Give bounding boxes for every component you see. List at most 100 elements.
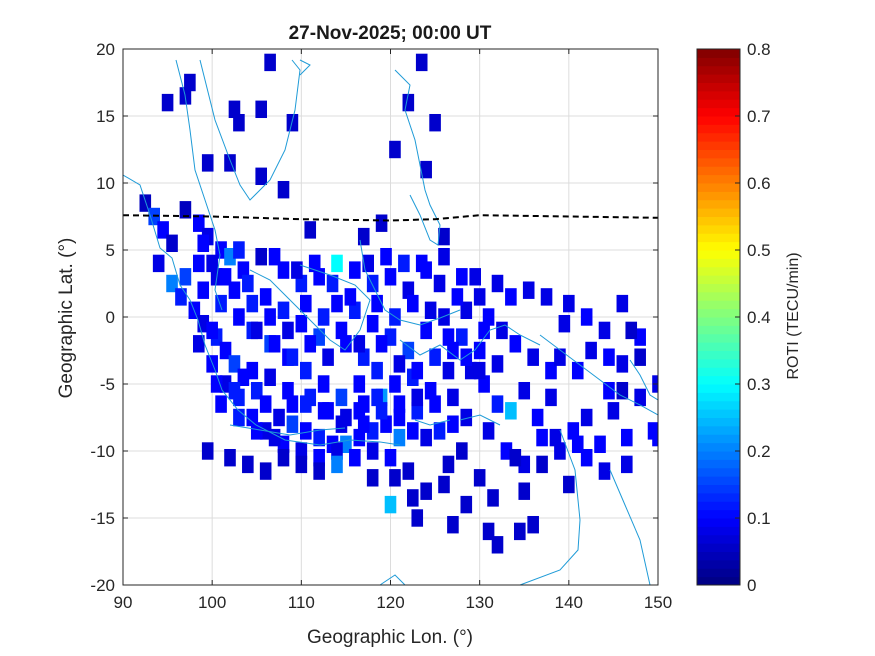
roti-cell (433, 274, 446, 293)
roti-cell (522, 281, 535, 299)
roti-cell (620, 428, 633, 447)
colorbar-segment (697, 576, 740, 586)
y-tick-label: -10 (90, 442, 115, 461)
roti-cell (304, 221, 317, 239)
roti-cell (567, 422, 580, 440)
colorbar-segment (697, 409, 740, 418)
roti-cell (201, 154, 214, 172)
colorbar-segment (697, 132, 740, 142)
roti-cell (215, 241, 227, 259)
roti-cell (424, 381, 437, 400)
colorbar-tick-label: 0.8 (747, 40, 771, 59)
roti-cell (491, 536, 504, 554)
y-tick-label: -5 (100, 375, 115, 394)
roti-cell (447, 388, 459, 407)
roti-cell (357, 415, 370, 433)
roti-cell (473, 361, 486, 380)
roti-cell (549, 428, 562, 447)
roti-cell (384, 328, 397, 346)
roti-cell (219, 268, 232, 286)
roti-cell (224, 247, 236, 266)
roti-cell (371, 361, 383, 380)
roti-cell (313, 462, 325, 480)
roti-cell (411, 361, 424, 380)
roti-cell (554, 442, 566, 460)
roti-cell (313, 428, 325, 447)
colorbar-segment (697, 116, 740, 125)
roti-cell (340, 335, 352, 353)
roti-cell (460, 348, 473, 366)
roti-cell (415, 254, 428, 273)
roti-cell (228, 281, 241, 299)
roti-cell (277, 180, 290, 199)
roti-cell (308, 254, 321, 273)
roti-cell (460, 301, 473, 320)
roti-cell (197, 281, 210, 299)
roti-cell (255, 167, 268, 186)
roti-cell (282, 381, 294, 400)
roti-cell (219, 341, 232, 360)
roti-cell (447, 515, 459, 534)
colorbar-segment (697, 258, 740, 268)
roti-cell (264, 53, 276, 72)
roti-cell (375, 214, 388, 232)
roti-cell (152, 254, 165, 273)
roti-cell (389, 375, 401, 393)
roti-cell (491, 395, 504, 413)
roti-cell (299, 395, 312, 413)
chart-title: 27-Nov-2025; 00:00 UT (289, 23, 492, 44)
roti-cell (482, 308, 495, 326)
roti-cell (295, 274, 308, 293)
roti-cell (331, 455, 343, 474)
y-tick-label: 15 (96, 107, 115, 126)
roti-cell (192, 214, 205, 232)
colorbar (697, 49, 740, 586)
colorbar-segment (697, 492, 740, 502)
roti-cell (563, 475, 575, 494)
roti-cell (335, 415, 348, 433)
roti-cell (224, 448, 236, 467)
roti-cell (634, 388, 646, 407)
roti-cell (616, 381, 629, 400)
roti-cell (438, 475, 450, 494)
colorbar-segment (697, 149, 740, 159)
roti-cell (420, 482, 432, 500)
roti-cell (233, 408, 245, 427)
roti-cell (192, 335, 205, 353)
roti-cell (250, 381, 263, 400)
roti-cell (215, 395, 227, 413)
roti-cell (375, 335, 388, 353)
roti-cell (518, 482, 531, 500)
roti-cell (594, 435, 606, 454)
roti-cell (286, 415, 299, 433)
roti-cell (460, 408, 473, 427)
roti-cell (277, 448, 290, 467)
colorbar-segment (697, 333, 740, 343)
roti-cell (331, 254, 343, 273)
roti-cell (192, 254, 205, 273)
colorbar-segment (697, 425, 740, 435)
roti-cell (438, 308, 450, 326)
roti-cell (228, 100, 241, 119)
roti-cell (527, 515, 539, 534)
colorbar-segment (697, 459, 740, 469)
colorbar-segment (697, 266, 740, 276)
colorbar-tick-label: 0.2 (747, 442, 771, 461)
roti-cell (429, 395, 441, 413)
colorbar-segment (697, 74, 740, 83)
colorbar-segment (697, 283, 740, 293)
roti-cell (175, 288, 187, 306)
roti-cell (161, 93, 174, 112)
roti-cell (456, 442, 468, 460)
roti-cell (393, 395, 406, 413)
roti-cell (603, 348, 615, 366)
colorbar-segment (697, 559, 740, 569)
roti-cell (255, 100, 268, 119)
x-tick-label: 120 (376, 593, 404, 612)
roti-cell (317, 375, 330, 393)
roti-cell (335, 321, 348, 340)
roti-cell (353, 402, 366, 420)
roti-cell (197, 314, 210, 333)
roti-cell (184, 73, 196, 92)
roti-cell (304, 335, 317, 353)
